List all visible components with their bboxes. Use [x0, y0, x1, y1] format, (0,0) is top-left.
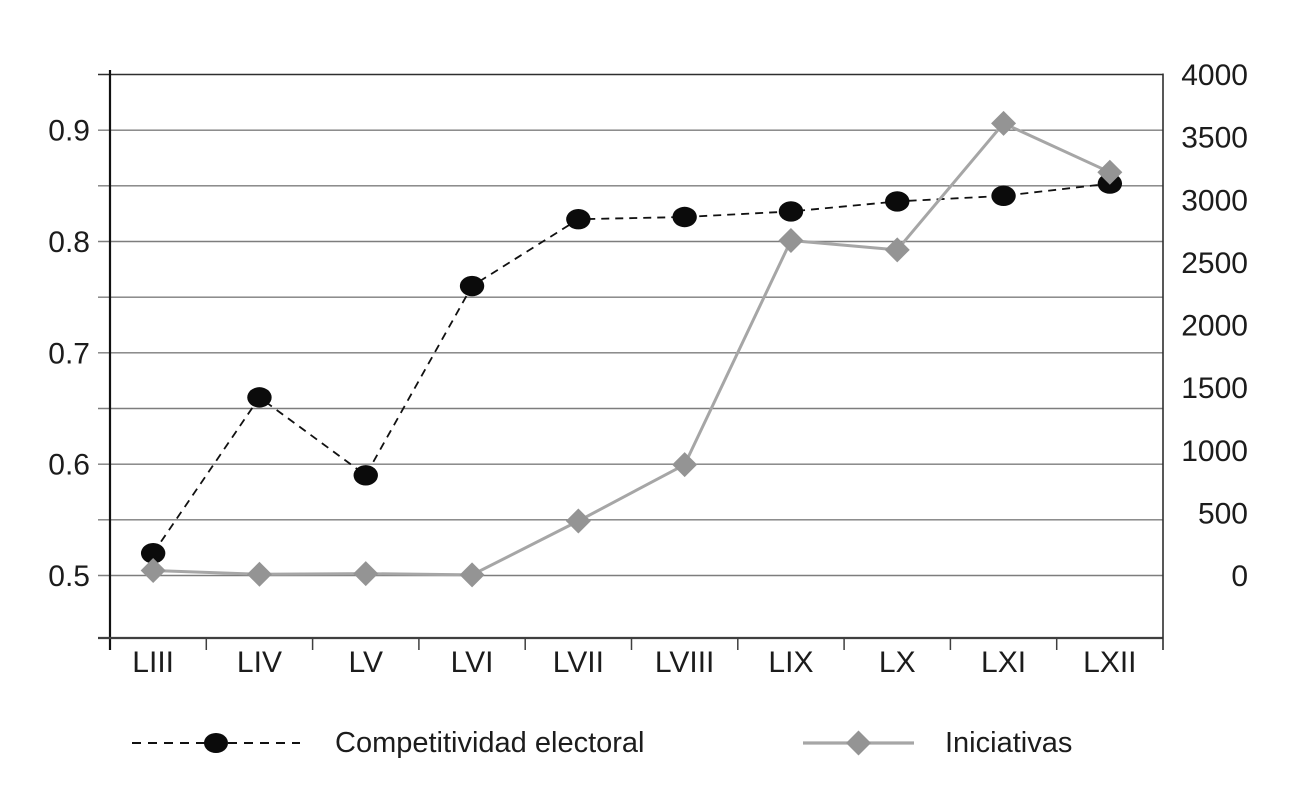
legend-diamond-marker-icon [846, 730, 871, 756]
x-tick-label: LIX [768, 646, 813, 679]
series-markers-competitividad [140, 173, 1123, 564]
diamond-marker-icon [246, 561, 272, 587]
y-right-tick-label: 1500 [1181, 372, 1248, 405]
y-right-tick-label: 1000 [1181, 435, 1248, 468]
legend-sample-competitividad [132, 733, 300, 753]
diamond-marker-icon [672, 452, 698, 478]
y-right-tick-label: 3500 [1181, 122, 1248, 155]
x-tick-label: LIII [132, 646, 174, 679]
y-left-tick-label: 0.9 [48, 115, 90, 148]
diamond-marker-icon [565, 508, 591, 534]
circle-marker-icon [566, 209, 591, 230]
series-markers-iniciativas [140, 110, 1123, 588]
circle-marker-icon [247, 387, 272, 408]
diamond-marker-icon [884, 237, 910, 263]
gridlines [98, 73, 1163, 577]
circle-marker-icon [459, 275, 485, 297]
axis-labels: 0.9 0.8 0.7 0.6 0.5 4000 3500 3000 2500 2000 1500 1… [48, 59, 1248, 679]
x-tick-label: LXI [981, 646, 1026, 679]
diamond-marker-icon [353, 561, 379, 587]
series-line-iniciativas [153, 121, 1111, 577]
x-tick-label: LX [879, 646, 916, 679]
circle-marker-icon [353, 465, 378, 486]
diamond-marker-icon [140, 557, 166, 583]
x-tick-label: LVI [451, 646, 494, 679]
y-left-tick-label: 0.6 [48, 449, 90, 482]
circle-marker-icon [885, 191, 910, 212]
diamond-marker-icon [1097, 159, 1123, 185]
y-right-tick-label: 3000 [1181, 184, 1248, 217]
y-left-tick-label: 0.8 [48, 226, 90, 259]
y-right-tick-label: 0 [1231, 560, 1248, 593]
x-tick-label: LVIII [655, 646, 714, 679]
axes [98, 70, 1164, 650]
legend-label-iniciativas: Iniciativas [945, 727, 1073, 759]
legend-sample-iniciativas [803, 730, 914, 756]
diamond-marker-icon [778, 227, 804, 253]
series-line-competitividad [152, 182, 1110, 554]
y-left-tick-label: 0.5 [48, 560, 90, 593]
diamond-marker-icon [459, 562, 485, 588]
x-tick-label: LIV [237, 646, 282, 679]
diamond-marker-icon [991, 110, 1017, 136]
y-right-tick-label: 2500 [1181, 247, 1248, 280]
circle-marker-icon [778, 201, 804, 222]
y-left-tick-label: 0.7 [48, 337, 90, 370]
circle-marker-icon [991, 185, 1016, 207]
legend-circle-marker-icon [204, 733, 228, 753]
x-tick-label: LV [349, 646, 383, 679]
y-right-tick-label: 500 [1198, 497, 1248, 530]
circle-marker-icon [672, 206, 697, 228]
x-tick-label: LXII [1083, 646, 1136, 679]
y-right-tick-label: 4000 [1181, 59, 1248, 92]
x-tick-label: LVII [553, 646, 604, 679]
circle-marker-icon [140, 543, 166, 564]
y-right-tick-label: 2000 [1181, 310, 1248, 343]
legend-label-competitividad: Competitividad electoral [335, 727, 645, 759]
